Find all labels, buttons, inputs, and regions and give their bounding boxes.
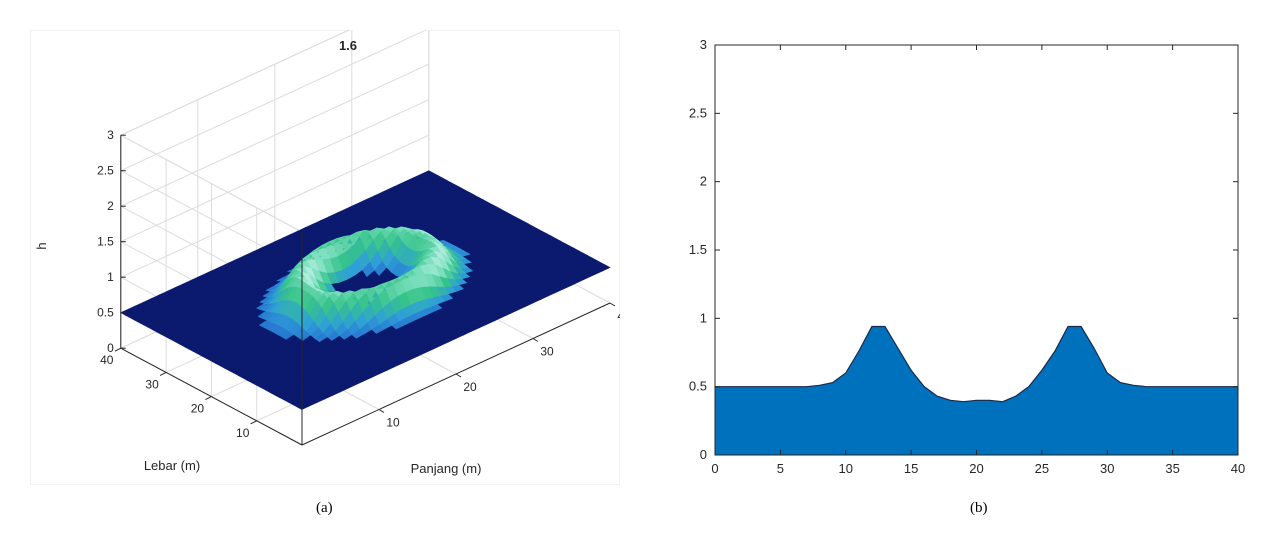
x-tick-label: 40 [617,309,620,323]
caption-a: (a) [316,500,333,516]
surface-mesh [120,170,611,410]
z-tick-label: 0.5 [97,306,114,320]
x-tick-mark [609,302,616,307]
x-tick-label: 20 [969,461,983,476]
y-tick-label: 10 [236,426,250,440]
y-tick-label: 30 [145,377,159,391]
y-tick-label: 2.5 [689,105,707,120]
y-tick-label: 0.5 [689,379,707,394]
x-tick-label: 20 [463,380,477,394]
x-tick-mark [378,409,385,413]
x-tick-label: 10 [386,416,400,430]
y-tick-label: 1.5 [689,242,707,257]
z-tick-label: 1 [107,270,114,284]
y-tick-mark [159,371,167,376]
y-tick-label: 2 [700,174,707,189]
area-fill [715,326,1238,455]
y-tick-label: 1 [700,310,707,325]
x-tick-label: 25 [1035,461,1049,476]
y-tick-label: 40 [100,353,114,367]
z-tick-label: 2.5 [97,164,114,178]
x-tick-label: 15 [904,461,918,476]
z-axis-label: h [34,242,49,249]
z-tick-label: 0 [107,341,114,355]
surface-chart: 0 0.5 1 1.5 2 2.5 3 10 20 30 40 10 20 30 40 1.6 h Panjang… [29,0,631,486]
y-tick-label: 0 [700,447,707,462]
y-tick-label: 20 [191,402,205,416]
x-tick-label: 5 [777,461,784,476]
area-edge-line [715,325,1238,403]
z-tick-label: 2 [107,199,114,213]
y-tick-mark [250,420,257,425]
x-tick-label: 10 [839,461,853,476]
area-chart-panel: 0 5 10 15 20 25 30 35 40 0 0.5 1 1.5 2 2.5 3 [660,30,1260,485]
x-tick-mark [532,338,539,342]
y-tick-mark [205,396,212,401]
x-tick-label: 0 [711,461,718,476]
y-tick-mark [114,347,122,352]
area-chart: 0 5 10 15 20 25 30 35 40 0 0.5 1 1.5 2 2.5 3 [689,37,1245,476]
caption-b: (b) [970,500,988,516]
x-tick-label: 30 [540,345,554,359]
chart-title: 1.6 [339,38,357,53]
z-tick-label: 1.5 [97,235,114,249]
x-axis-label: Panjang (m) [411,461,482,476]
x-tick-label: 40 [1231,461,1245,476]
x-tick-mark [455,373,462,378]
x-tick-label: 30 [1100,461,1114,476]
x-tick-label: 35 [1165,461,1179,476]
surface-cell [597,264,611,272]
z-tick-label: 3 [107,128,114,142]
y-tick-label: 3 [700,37,707,52]
surface-chart-panel: 0 0.5 1 1.5 2 2.5 3 10 20 30 40 10 20 30 40 1.6 h Panjang… [29,0,631,486]
y-axis-label: Lebar (m) [144,458,200,473]
